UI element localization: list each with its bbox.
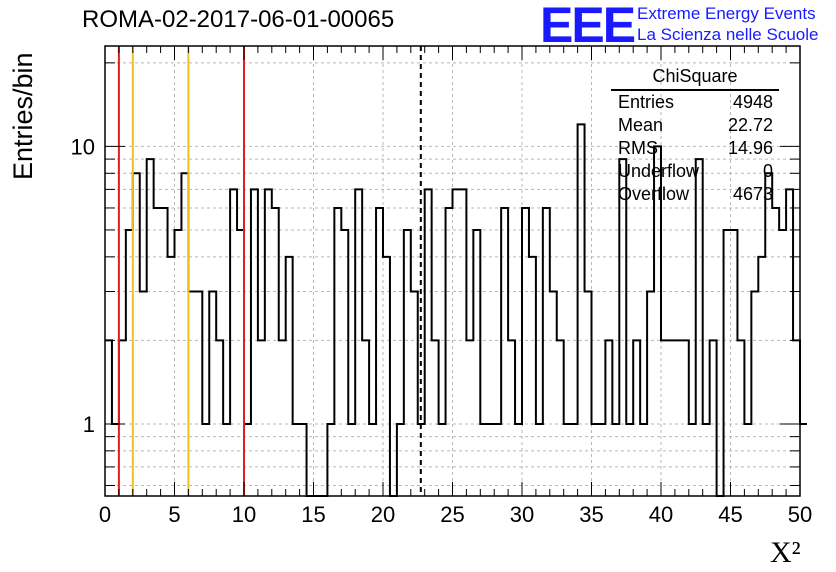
logo-line-2: La Scienza nelle Scuole bbox=[637, 25, 818, 45]
y-axis-label: Entries/bin bbox=[8, 52, 39, 180]
stats-row-mean: Mean 22.72 bbox=[611, 114, 779, 137]
stats-value: 4673 bbox=[733, 183, 773, 206]
stats-value: 22.72 bbox=[728, 114, 773, 137]
stats-row-entries: Entries 4948 bbox=[611, 91, 779, 114]
stats-label: Underflow bbox=[618, 160, 699, 183]
x-tick-label: 5 bbox=[168, 502, 180, 527]
y-tick-label: 1 bbox=[83, 412, 95, 437]
stats-value: 14.96 bbox=[728, 137, 773, 160]
stats-label: Mean bbox=[618, 114, 663, 137]
x-tick-label: 35 bbox=[579, 502, 603, 527]
y-tick-label: 10 bbox=[71, 134, 95, 159]
stats-label: Entries bbox=[618, 91, 674, 114]
stats-row-overflow: Overflow 4673 bbox=[611, 183, 779, 206]
eee-logo: EEE bbox=[540, 0, 634, 50]
x-tick-label: 30 bbox=[510, 502, 534, 527]
chart-title: ROMA-02-2017-06-01-00065 bbox=[82, 6, 394, 34]
x-tick-label: 25 bbox=[440, 502, 464, 527]
stats-label: Overflow bbox=[618, 183, 689, 206]
x-tick-label: 45 bbox=[718, 502, 742, 527]
stats-box: ChiSquare Entries 4948 Mean 22.72 RMS 14… bbox=[611, 66, 779, 206]
x-tick-label: 20 bbox=[371, 502, 395, 527]
stats-label: RMS bbox=[618, 137, 658, 160]
x-tick-label: 15 bbox=[301, 502, 325, 527]
stats-title: ChiSquare bbox=[611, 66, 779, 91]
logo-line-1: Extreme Energy Events bbox=[637, 4, 816, 24]
x-tick-label: 0 bbox=[99, 502, 111, 527]
stats-row-underflow: Underflow 0 bbox=[611, 160, 779, 183]
stats-value: 0 bbox=[763, 160, 773, 183]
x-tick-label: 40 bbox=[649, 502, 673, 527]
x-tick-label: 10 bbox=[232, 502, 256, 527]
stats-row-rms: RMS 14.96 bbox=[611, 137, 779, 160]
x-tick-label: 50 bbox=[788, 502, 812, 527]
x-axis-label: X² bbox=[770, 536, 801, 570]
stats-value: 4948 bbox=[733, 91, 773, 114]
